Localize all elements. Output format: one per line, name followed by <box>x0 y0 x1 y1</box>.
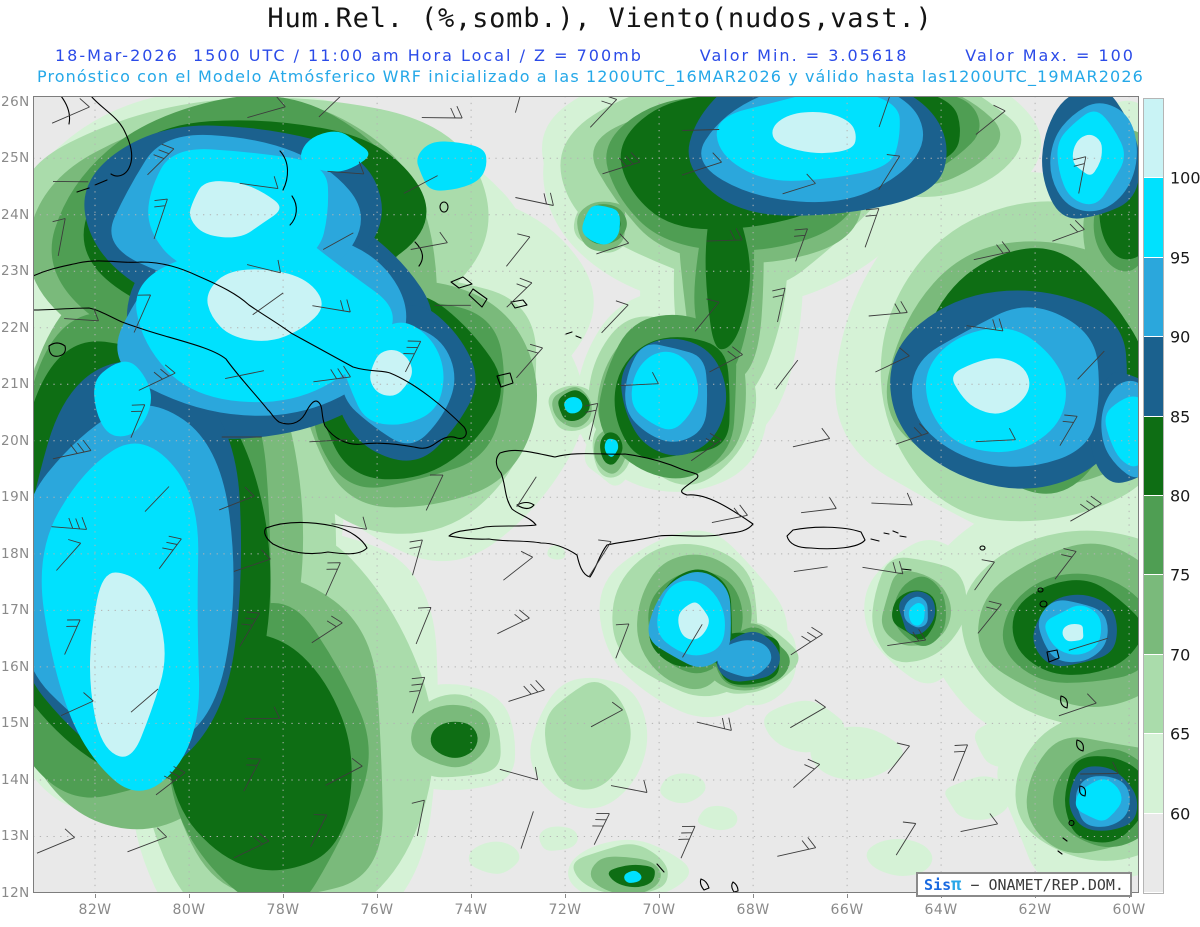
y-axis-label: 17N <box>1 602 30 619</box>
colorbar <box>1143 98 1164 894</box>
colorbar-segment <box>1144 416 1163 497</box>
model-info-line: Pronóstico con el Modelo Atmósferico WRF… <box>37 67 1143 86</box>
page-title: Hum.Rel. (%,somb.), Viento(nudos,vast.) <box>267 3 933 34</box>
x-axis-label: 76W <box>360 902 394 918</box>
valid-time-line: 18-Mar-2026 1500 UTC / 11:00 am Hora Loc… <box>55 46 1135 65</box>
colorbar-label: 65 <box>1170 724 1191 744</box>
y-axis-label: 19N <box>1 489 30 506</box>
colorbar-segment <box>1144 496 1163 576</box>
colorbar-label: 85 <box>1170 407 1191 427</box>
y-axis-label: 18N <box>1 545 30 562</box>
wind-barbs-layer <box>36 96 1119 859</box>
x-axis-tick <box>189 894 191 898</box>
colorbar-label: 95 <box>1170 248 1191 268</box>
colorbar-label: 100 <box>1170 168 1200 188</box>
map-canvas <box>33 96 1139 893</box>
y-axis-label: 23N <box>1 263 30 280</box>
y-axis-label: 14N <box>1 771 30 788</box>
y-axis-label: 16N <box>1 658 30 675</box>
x-axis-label: 66W <box>830 902 864 918</box>
x-axis-tick <box>283 894 285 898</box>
y-axis-label: 13N <box>1 828 30 845</box>
colorbar-segment <box>1144 813 1163 894</box>
x-axis-label: 82W <box>78 902 112 918</box>
x-axis-tick <box>565 894 567 898</box>
x-axis-label: 64W <box>924 902 958 918</box>
graticule-layer <box>33 96 1139 893</box>
watermark: Sis π − ONAMET/REP.DOM. <box>916 872 1132 897</box>
x-axis-label: 60W <box>1112 902 1146 918</box>
x-axis-label: 80W <box>172 902 206 918</box>
colorbar-segment <box>1144 178 1163 258</box>
colorbar-segment <box>1144 99 1163 179</box>
colorbar-segment <box>1144 734 1163 814</box>
watermark-pi-icon: π <box>951 874 962 895</box>
y-axis-label: 12N <box>1 885 30 901</box>
y-axis-label: 26N <box>1 93 30 110</box>
valid-datetime: 18-Mar-2026 1500 UTC / 11:00 am Hora Loc… <box>55 46 643 65</box>
colorbar-label: 75 <box>1170 565 1191 585</box>
humidity-shading-layer <box>33 96 1139 893</box>
watermark-agency: − ONAMET/REP.DOM. <box>961 875 1124 894</box>
y-axis-label: 21N <box>1 376 30 393</box>
colorbar-label: 90 <box>1170 327 1191 347</box>
value-max-label: Valor Max. = 100 <box>965 46 1135 65</box>
x-axis-tick <box>377 894 379 898</box>
x-axis-label: 70W <box>642 902 676 918</box>
x-axis-label: 78W <box>266 902 300 918</box>
x-axis-label: 68W <box>736 902 770 918</box>
y-axis-label: 22N <box>1 319 30 336</box>
x-axis-label: 74W <box>454 902 488 918</box>
model-valid-until: 1200UTC_19MAR2026 <box>947 67 1144 86</box>
colorbar-segment <box>1144 257 1163 338</box>
coastlines-layer <box>33 96 1086 893</box>
map-frame <box>33 96 1139 893</box>
x-axis-tick <box>95 894 97 898</box>
x-axis-label: 62W <box>1018 902 1052 918</box>
y-axis-label: 15N <box>1 715 30 732</box>
colorbar-label: 70 <box>1170 645 1191 665</box>
value-min-label: Valor Min. = 3.05618 <box>699 46 909 65</box>
watermark-sis: Sis <box>924 875 952 894</box>
x-axis-tick <box>753 894 755 898</box>
x-axis-label: 72W <box>548 902 582 918</box>
colorbar-label: 80 <box>1170 486 1191 506</box>
x-axis-tick <box>659 894 661 898</box>
y-axis-label: 25N <box>1 150 30 167</box>
colorbar-label: 60 <box>1170 804 1191 824</box>
x-axis-tick <box>471 894 473 898</box>
colorbar-segment <box>1144 575 1163 655</box>
y-axis-label: 20N <box>1 432 30 449</box>
colorbar-segment <box>1144 337 1163 417</box>
x-axis-tick <box>847 894 849 898</box>
model-info-text: Pronóstico con el Modelo Atmósferico WRF… <box>37 67 948 86</box>
colorbar-segment <box>1144 654 1163 735</box>
y-axis-label: 24N <box>1 206 30 223</box>
